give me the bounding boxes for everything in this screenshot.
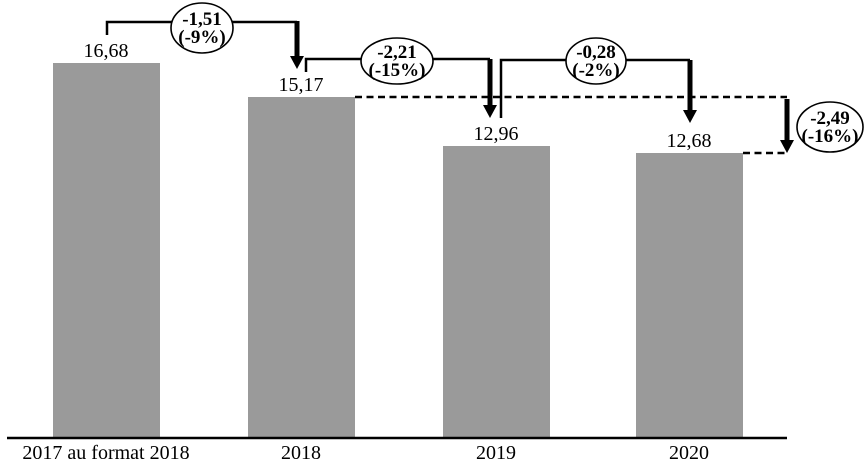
value-label-2020: 12,68: [667, 130, 712, 152]
value-label-2019: 12,96: [474, 123, 519, 145]
bar-2018: [248, 97, 355, 438]
bar-2020: [636, 153, 743, 438]
annotation-4-delta-label: -2,49: [810, 108, 850, 129]
annotation-4-arrow-down-icon: [780, 140, 794, 153]
annotation-3-group: -0,28 (-2%): [499, 37, 697, 123]
annotation-3-pct-label: (-2%): [572, 60, 619, 81]
annotation-1-oval: [170, 2, 234, 54]
annotation-4-group: -2,49 (-16%): [780, 99, 864, 153]
value-label-2018: 15,17: [279, 74, 324, 96]
annotation-1-connector-line: [105, 20, 297, 35]
annotation-1-delta-label: -1,51: [182, 9, 222, 30]
category-label-2020: 2020: [669, 442, 709, 464]
annotation-4-pct-label: (-16%): [802, 126, 859, 147]
annotation-2-arrow-down-icon: [483, 105, 497, 118]
value-label-2017: 16,68: [84, 40, 129, 62]
annotation-3-arrow-down-icon: [683, 110, 697, 123]
annotation-4-oval: [796, 101, 864, 153]
annotation-3-delta-label: -0,28: [576, 42, 616, 63]
annotation-2-pct-label: (-15%): [369, 60, 426, 81]
bar-2017-au-format-2018: [53, 63, 160, 438]
annotation-3-oval: [565, 37, 627, 85]
annotation-3-connector-line: [499, 58, 690, 118]
category-label-2018: 2018: [281, 442, 321, 464]
annotation-1-arrow-down-icon: [290, 56, 304, 69]
annotation-2-oval: [360, 37, 434, 85]
annotation-1-group: -1,51 (-9%): [105, 2, 304, 69]
bar-2019: [443, 146, 550, 438]
annotation-2-group: -2,21 (-15%): [304, 37, 497, 118]
category-label-2019: 2019: [476, 442, 516, 464]
category-label-2017: 2017 au format 2018: [22, 442, 189, 464]
annotation-1-pct-label: (-9%): [178, 27, 225, 48]
annotation-2-delta-label: -2,21: [377, 42, 417, 63]
